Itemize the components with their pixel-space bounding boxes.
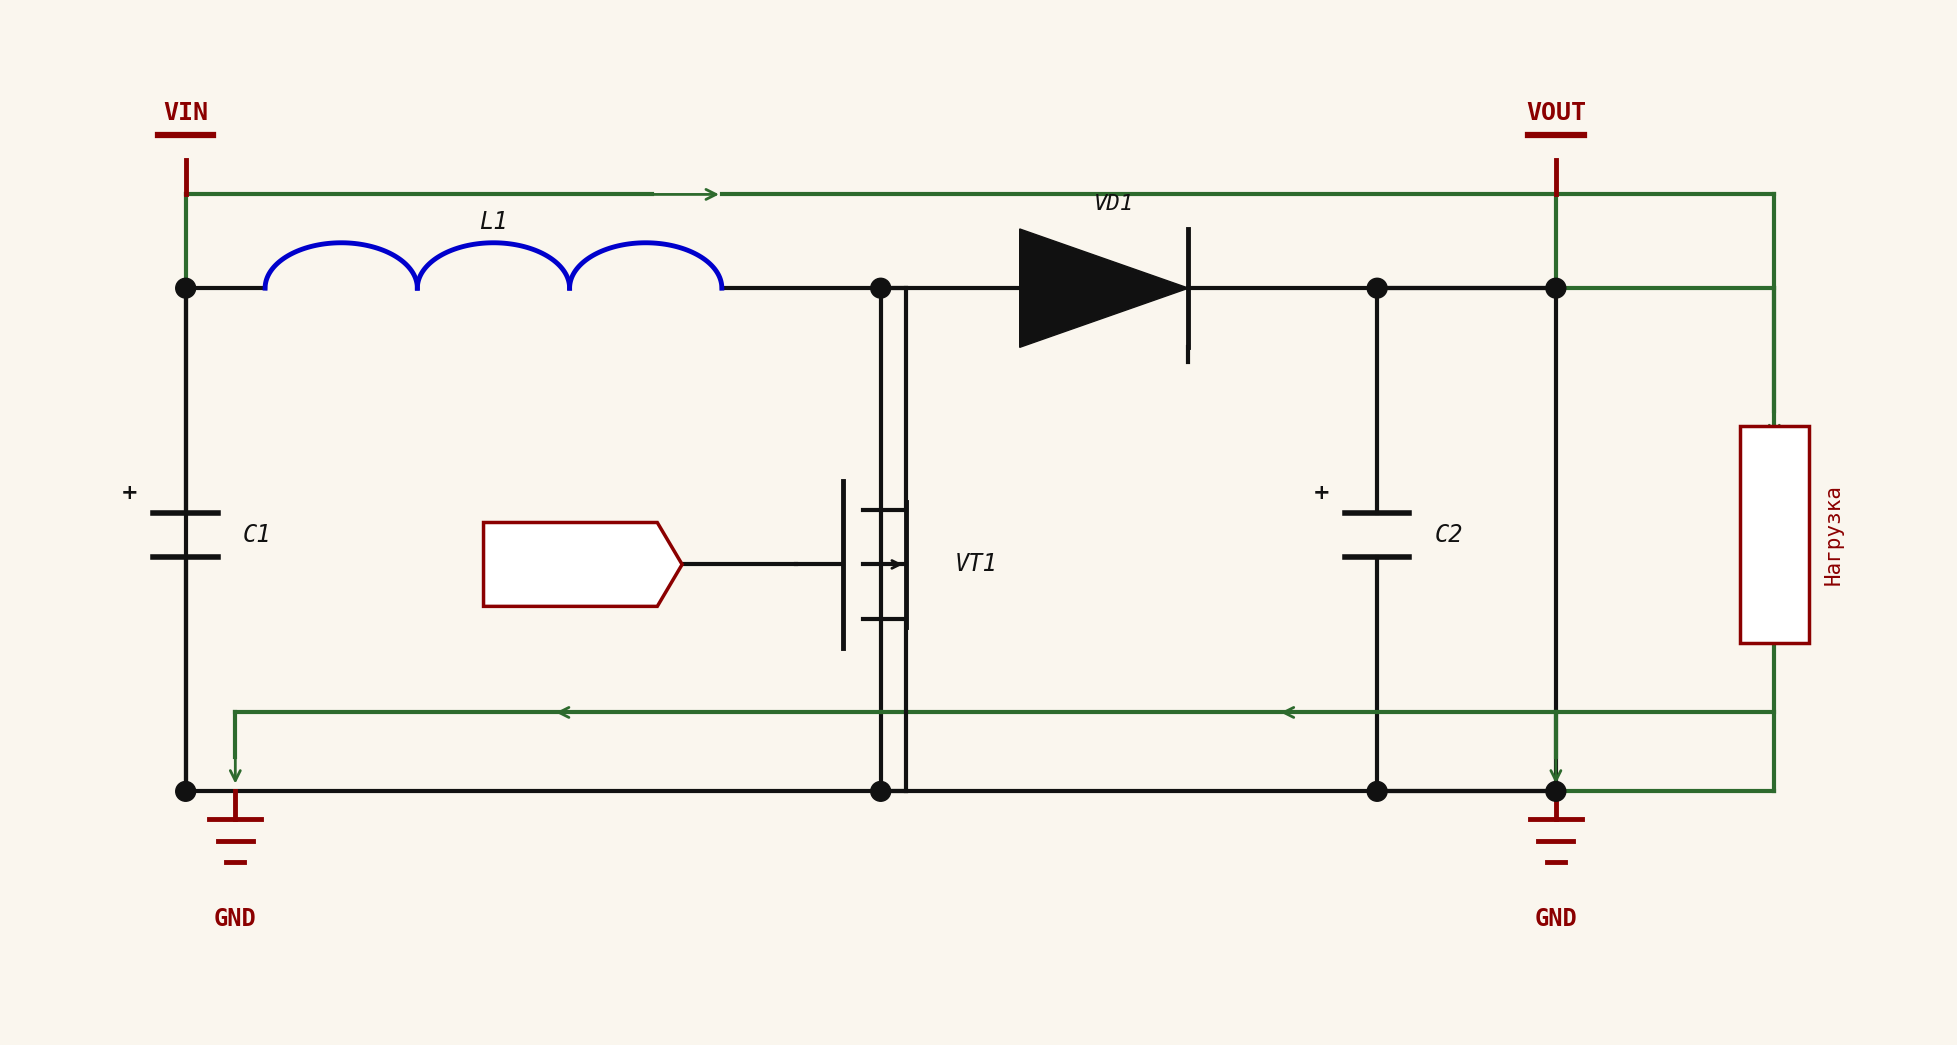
- Text: VD1: VD1: [1094, 194, 1135, 214]
- Circle shape: [1368, 782, 1388, 802]
- Circle shape: [1546, 278, 1566, 298]
- Circle shape: [176, 782, 196, 802]
- Text: C2: C2: [1434, 522, 1462, 547]
- Text: VIN: VIN: [162, 101, 207, 125]
- Polygon shape: [1020, 229, 1188, 347]
- Circle shape: [1546, 782, 1566, 802]
- Text: VOUT: VOUT: [1526, 101, 1585, 125]
- Text: GND: GND: [213, 907, 256, 931]
- Text: PWM: PWM: [558, 555, 599, 575]
- Circle shape: [1368, 278, 1388, 298]
- Text: +: +: [121, 483, 139, 504]
- Text: +: +: [1313, 483, 1331, 504]
- Bar: [1740, 426, 1808, 644]
- Polygon shape: [483, 522, 683, 606]
- Text: VT1: VT1: [955, 553, 998, 577]
- Text: GND: GND: [1534, 907, 1577, 931]
- Text: L1: L1: [479, 210, 507, 234]
- Circle shape: [871, 278, 890, 298]
- Circle shape: [871, 782, 890, 802]
- Circle shape: [176, 278, 196, 298]
- Text: Нагрузка: Нагрузка: [1824, 484, 1843, 585]
- Text: C1: C1: [243, 522, 272, 547]
